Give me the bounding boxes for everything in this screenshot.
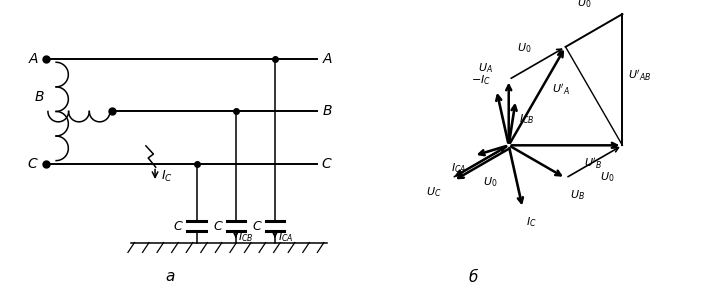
Text: $U'_B$: $U'_B$: [584, 156, 602, 171]
Text: $I_{CA}$: $I_{CA}$: [278, 230, 293, 244]
Text: $I_{CB}$: $I_{CB}$: [519, 112, 535, 126]
Text: $B$: $B$: [322, 104, 332, 119]
Text: $U_0$: $U_0$: [600, 171, 615, 184]
Text: $C$: $C$: [252, 220, 263, 233]
Text: $C$: $C$: [28, 157, 39, 171]
Text: $U_A$: $U_A$: [478, 61, 493, 75]
Text: $A$: $A$: [322, 52, 333, 66]
Text: $U_0$: $U_0$: [483, 175, 497, 189]
Text: $б$: $б$: [469, 267, 479, 285]
Text: $-I_C$: $-I_C$: [471, 73, 491, 87]
Text: $U_0$: $U_0$: [518, 41, 532, 55]
Text: $I_C$: $I_C$: [161, 169, 173, 184]
Text: $C$: $C$: [322, 157, 333, 171]
Text: $I_{CB}$: $I_{CB}$: [239, 230, 254, 244]
Text: $I_{CA}$: $I_{CA}$: [452, 161, 466, 175]
Text: $U_B$: $U_B$: [570, 189, 585, 202]
Text: $A$: $A$: [28, 52, 39, 66]
Text: $I_C$: $I_C$: [526, 215, 537, 229]
Text: $U'_{AB}$: $U'_{AB}$: [628, 68, 651, 83]
Text: $C$: $C$: [173, 220, 184, 233]
Text: $a$: $a$: [165, 269, 175, 284]
Text: $U_C$: $U_C$: [426, 185, 442, 199]
Text: $C$: $C$: [212, 220, 224, 233]
Text: $U_0$: $U_0$: [577, 0, 591, 10]
Text: $B$: $B$: [34, 90, 45, 104]
Text: $U'_A$: $U'_A$: [552, 82, 570, 97]
